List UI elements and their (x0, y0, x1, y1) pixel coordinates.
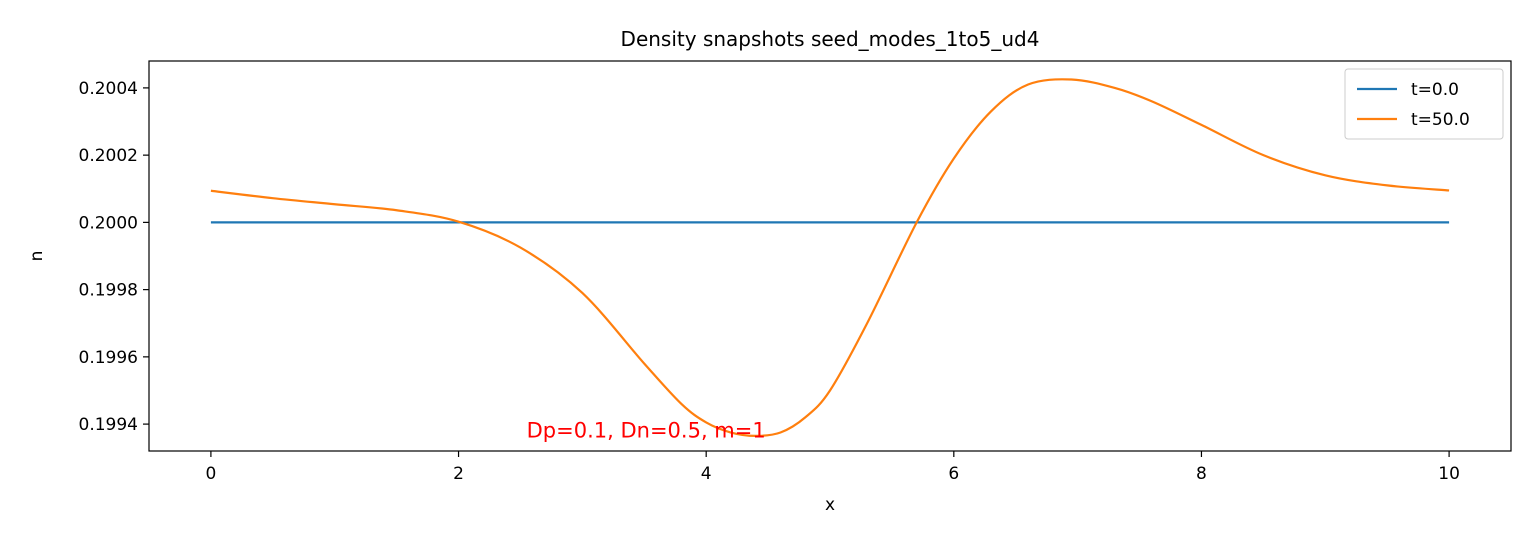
x-tick-label: 0 (205, 464, 216, 484)
x-tick-label: 2 (453, 464, 464, 484)
y-axis-label: n (27, 251, 47, 262)
legend-entry-label: t=0.0 (1411, 80, 1459, 100)
y-axis-ticks: 0.1994 0.1996 0.1998 0.2000 0.2002 0.2004 (79, 79, 149, 435)
x-axis-label: x (825, 495, 835, 515)
x-tick-label: 4 (701, 464, 712, 484)
series-layer (210, 78, 1450, 437)
plot-frame (148, 60, 1512, 452)
legend-entry-label: t=50.0 (1411, 110, 1470, 130)
y-tick-label: 0.1998 (79, 281, 138, 301)
x-tick-label: 8 (1196, 464, 1207, 484)
y-tick-label: 0.2004 (79, 79, 138, 99)
y-tick-label: 0.2002 (79, 146, 138, 166)
legend: t=0.0 t=50.0 (1344, 68, 1504, 140)
series-line-2 (210, 78, 1450, 437)
y-tick-label: 0.1996 (79, 348, 138, 368)
chart-title: Density snapshots seed_modes_1to5_ud4 (621, 27, 1040, 51)
x-tick-label: 6 (948, 464, 959, 484)
x-tick-label: 10 (1438, 464, 1460, 484)
y-tick-label: 0.2000 (79, 213, 138, 233)
x-axis-ticks: 0 2 4 6 8 10 (205, 451, 1460, 484)
y-tick-label: 0.1994 (79, 415, 138, 435)
legend-box (1344, 68, 1504, 140)
parameter-annotation: Dp=0.1, Dn=0.5, m=1 (527, 419, 766, 443)
